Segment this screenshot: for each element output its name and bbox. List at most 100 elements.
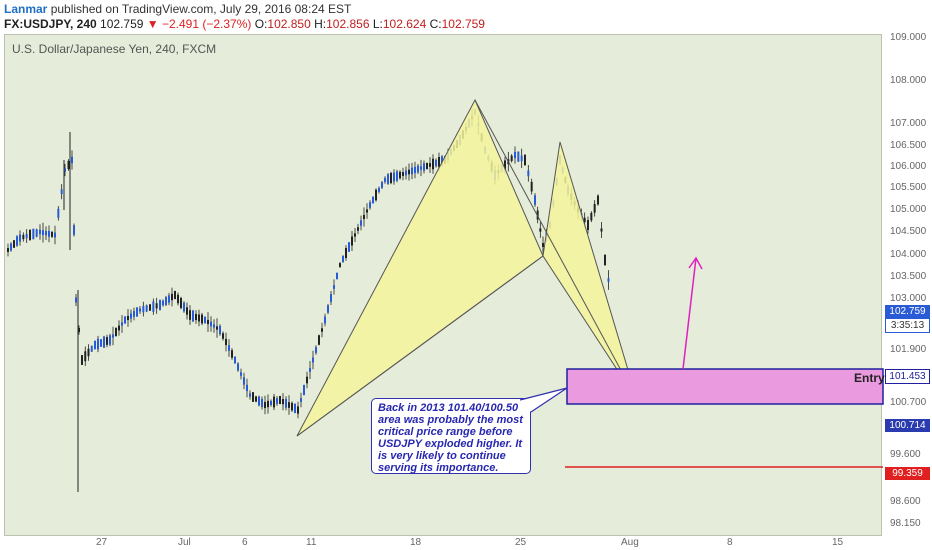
candle [73, 225, 75, 235]
candle [297, 406, 299, 414]
candle [174, 290, 176, 300]
candle [387, 174, 389, 184]
candle [115, 327, 117, 337]
candle [441, 156, 443, 166]
target-arrow-line [682, 257, 697, 370]
candle [237, 363, 239, 371]
price-tick: 103.500 [890, 271, 927, 282]
chart-title: U.S. Dollar/Japanese Yen, 240, FXCM [12, 42, 217, 56]
candle [149, 304, 151, 311]
candle [414, 166, 416, 174]
price-tick: 105.000 [890, 204, 927, 215]
candle [339, 263, 341, 267]
price-axis[interactable] [884, 34, 932, 536]
publish-info: published on TradingView.com, July 29, 2… [47, 2, 352, 16]
entry-top-box: 101.453 [885, 369, 930, 384]
candle [213, 324, 215, 328]
price-tick: 107.000 [890, 118, 927, 129]
candle [57, 208, 60, 218]
entry-bottom-box: 100.714 [885, 419, 930, 432]
candle [366, 209, 368, 213]
candle [372, 196, 374, 204]
candle [124, 316, 126, 324]
candle [255, 396, 257, 402]
candle [294, 403, 296, 414]
ohlc-header: FX:USDJPY, 240 102.759 ▼ −2.491 (−2.37%)… [4, 17, 485, 31]
candle [249, 393, 251, 397]
candle [112, 334, 114, 338]
candle [530, 181, 533, 192]
pattern-triangle-1 [296, 98, 544, 437]
candle [81, 355, 83, 365]
candle [78, 327, 80, 333]
candle [336, 272, 338, 280]
candle [342, 255, 344, 263]
candle [195, 313, 197, 321]
candle [139, 308, 141, 312]
candle [411, 167, 413, 175]
candle [60, 189, 63, 195]
candle [25, 233, 28, 239]
candle [539, 228, 542, 232]
candle [165, 297, 167, 305]
candle [393, 172, 395, 182]
candle [155, 303, 158, 309]
candle [71, 156, 73, 164]
candle [189, 310, 191, 320]
candle [136, 307, 138, 317]
pattern-line-bd [474, 99, 638, 401]
candle [142, 306, 145, 313]
candle [127, 315, 129, 321]
candle [243, 377, 245, 385]
candle [207, 319, 209, 325]
candle [315, 347, 317, 353]
candles [7, 108, 610, 492]
candle [534, 195, 536, 205]
candle [106, 337, 108, 345]
low-value: 102.624 [382, 17, 427, 31]
time-tick: 25 [515, 537, 527, 548]
candle [333, 285, 335, 289]
candle [97, 338, 99, 350]
candle [300, 398, 302, 402]
candle [348, 242, 350, 252]
candle [64, 168, 66, 172]
last-price-box: 102.759 [885, 305, 930, 318]
candle [246, 384, 248, 392]
candle [19, 234, 21, 242]
candle [369, 202, 371, 208]
candle [201, 314, 203, 324]
candle [94, 340, 96, 350]
candle [303, 384, 305, 396]
price-tick: 108.000 [890, 75, 927, 86]
entry-label: Entry [854, 371, 885, 385]
candle [171, 293, 173, 301]
candle [438, 157, 440, 167]
candle [504, 160, 506, 170]
candle [162, 300, 164, 306]
open-label: O: [251, 17, 268, 31]
candle [228, 345, 230, 351]
candle [267, 400, 269, 408]
annotation-callout[interactable]: Back in 2013 101.40/100.50 area was prob… [371, 398, 531, 474]
time-tick: 27 [96, 537, 108, 548]
candle [312, 357, 314, 363]
candle [192, 310, 194, 322]
candle [378, 188, 380, 192]
candle [159, 299, 161, 311]
open-value: 102.850 [267, 17, 311, 31]
candle [264, 401, 266, 409]
candle [527, 170, 530, 177]
candle [45, 231, 47, 236]
author-link[interactable]: Lanmar [4, 2, 48, 16]
pattern-triangle-2 [542, 141, 638, 401]
candle [420, 166, 422, 170]
candle [306, 376, 308, 384]
time-tick: 11 [306, 537, 317, 548]
candle [426, 162, 428, 170]
candle [261, 398, 263, 408]
candle [590, 212, 593, 221]
time-tick: 15 [832, 537, 844, 548]
candle [177, 294, 179, 304]
